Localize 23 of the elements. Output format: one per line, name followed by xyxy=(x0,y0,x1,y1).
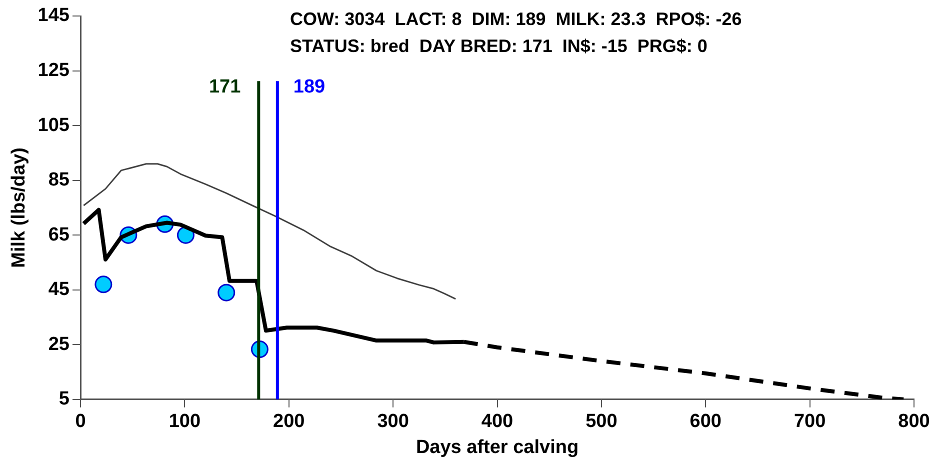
y-tick-label: 105 xyxy=(38,114,70,136)
y-axis-title: Milk (lbs/day) xyxy=(8,148,30,268)
annotation: STATUS: bred DAY BRED: 171 IN$: -15 PRG$: 0 xyxy=(290,36,708,56)
x-tick-label: 500 xyxy=(586,411,618,432)
x-tick-label: 100 xyxy=(168,411,201,432)
x-tick-label: 600 xyxy=(690,411,722,432)
x-axis-title: Days after calving xyxy=(416,436,579,458)
x-tick-label: 300 xyxy=(377,411,409,432)
x-tick-label: 200 xyxy=(273,411,305,432)
y-tick-label: 145 xyxy=(38,5,70,26)
y-tick-label: 65 xyxy=(48,224,70,246)
y-tick-label: 85 xyxy=(48,170,70,191)
annotation: COW: 3034 LACT: 8 DIM: 189 MILK: 23.3 RPO$: -26 xyxy=(290,8,742,29)
ref-line-label: 189 xyxy=(293,76,326,98)
x-tick-label: 800 xyxy=(898,411,930,432)
y-tick-label: 25 xyxy=(48,334,70,355)
ref-line-label: 171 xyxy=(208,76,242,98)
y-tick-label: 5 xyxy=(58,388,70,410)
x-tick-label: 400 xyxy=(481,411,514,432)
y-tick-label: 45 xyxy=(48,279,70,300)
x-tick-label: 0 xyxy=(75,411,86,432)
y-tick-label: 125 xyxy=(38,60,70,82)
x-tick-label: 700 xyxy=(794,411,826,432)
